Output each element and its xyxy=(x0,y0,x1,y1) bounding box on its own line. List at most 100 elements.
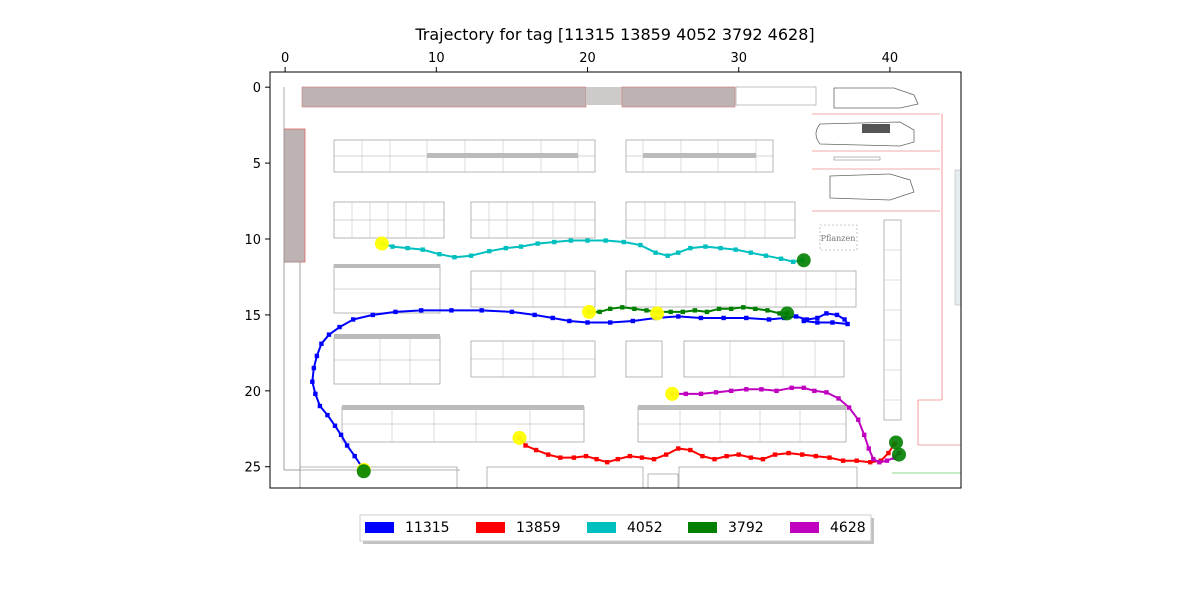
shelf-stripe xyxy=(427,153,578,158)
trajectory-point xyxy=(854,458,859,463)
trajectory-point xyxy=(630,318,636,324)
trajectory-point xyxy=(744,387,749,392)
x-axis: 0 10 20 30 40 xyxy=(281,51,898,72)
trajectory-point xyxy=(713,390,719,395)
legend-label: 4628 xyxy=(830,520,866,536)
trajectory-point xyxy=(608,320,613,325)
trajectory-point xyxy=(597,309,602,315)
trajectory-point xyxy=(813,453,819,459)
vehicle-outline xyxy=(829,173,915,201)
trajectory-point xyxy=(692,308,698,313)
trajectory-point xyxy=(317,403,323,409)
trajectory-point xyxy=(772,452,778,457)
trajectory-point xyxy=(748,250,754,255)
shelf-block xyxy=(683,340,845,378)
wall-block xyxy=(283,128,306,263)
trajectory-point xyxy=(568,238,574,243)
trajectory-point xyxy=(760,456,766,462)
trajectory-point xyxy=(546,452,551,457)
light-panel xyxy=(954,169,961,306)
trajectory-point xyxy=(370,312,376,318)
trajectory-point xyxy=(877,459,882,465)
trajectory-point xyxy=(741,305,746,310)
legend-swatch xyxy=(790,522,819,533)
trajectory-point xyxy=(836,396,841,401)
trajectory-point xyxy=(862,432,867,438)
trajectory-point xyxy=(766,317,772,322)
trajectory-point xyxy=(326,332,332,337)
legend-label: 11315 xyxy=(405,520,450,536)
trajectory-point xyxy=(550,315,555,321)
trajectory-point xyxy=(390,244,395,249)
trajectory-point xyxy=(744,315,749,321)
trajectory-point xyxy=(759,387,764,392)
trajectory-point xyxy=(736,452,741,457)
trajectory-point xyxy=(698,315,704,321)
trajectory-point xyxy=(314,353,320,359)
trajectory-point xyxy=(790,259,796,264)
trajectory-point xyxy=(698,391,704,397)
trajectory-point xyxy=(748,455,754,460)
trajectory-point xyxy=(604,459,610,465)
trajectory-point xyxy=(712,456,717,462)
vehicle-part xyxy=(833,156,881,161)
trajectory-point xyxy=(533,447,539,453)
shelf-block xyxy=(647,473,679,488)
start-marker xyxy=(665,386,680,401)
y-tick-label: 5 xyxy=(253,157,261,172)
end-marker xyxy=(780,306,795,321)
trajectory-point xyxy=(763,253,769,258)
plot-area xyxy=(269,71,962,489)
trajectory-point xyxy=(332,423,338,428)
trajectory-point xyxy=(665,253,670,258)
x-tick-label: 40 xyxy=(882,51,899,66)
y-tick-label: 20 xyxy=(244,385,261,400)
trajectory-point xyxy=(778,256,784,261)
trajectory-line xyxy=(672,386,900,464)
trajectory-point xyxy=(800,452,805,457)
wall-block xyxy=(621,86,736,108)
trajectory-point xyxy=(651,456,657,462)
end-marker xyxy=(888,435,903,450)
trajectory-point xyxy=(420,247,425,252)
trajectory-point xyxy=(487,248,492,254)
legend-swatch xyxy=(365,522,394,533)
series-4052 xyxy=(379,238,805,264)
trajectory-point xyxy=(552,239,557,245)
shelf-stripe xyxy=(334,334,440,339)
y-tick-label: 10 xyxy=(244,233,261,248)
trajectory-point xyxy=(518,244,524,249)
trajectory-point xyxy=(801,385,806,390)
trajectory-point xyxy=(644,308,649,313)
trajectory-point xyxy=(789,385,794,390)
trajectory-point xyxy=(452,255,457,260)
start-marker xyxy=(374,236,389,251)
trajectory-point xyxy=(812,388,817,394)
trajectory-point xyxy=(419,308,424,313)
wall-block xyxy=(301,86,587,108)
trajectory-point xyxy=(571,455,577,460)
trajectory-point xyxy=(503,245,509,251)
trajectory-point xyxy=(653,250,658,255)
trajectory-point xyxy=(405,245,410,251)
trajectory-point xyxy=(352,453,357,459)
trajectory-point xyxy=(704,309,710,315)
vehicle-outline xyxy=(815,121,915,147)
x-tick-label: 0 xyxy=(281,51,289,66)
trajectory-point xyxy=(716,306,722,312)
trajectory-point xyxy=(567,318,572,324)
trajectory-point xyxy=(676,314,681,319)
legend-label: 4052 xyxy=(627,520,663,536)
trajectory-point xyxy=(479,308,484,313)
trajectory-point xyxy=(815,320,820,325)
trajectory-point xyxy=(325,412,330,418)
legend: 11315 13859 4052 3792 4628 xyxy=(359,514,874,544)
x-tick-label: 20 xyxy=(579,51,596,66)
legend-swatch xyxy=(587,522,616,533)
y-tick-label: 15 xyxy=(244,309,261,324)
trajectory-point xyxy=(337,324,342,330)
y-axis: 0 5 10 15 20 25 xyxy=(244,81,270,476)
trajectory-point xyxy=(608,306,613,312)
trajectory-point xyxy=(801,318,806,324)
trajectory-point xyxy=(676,446,681,451)
